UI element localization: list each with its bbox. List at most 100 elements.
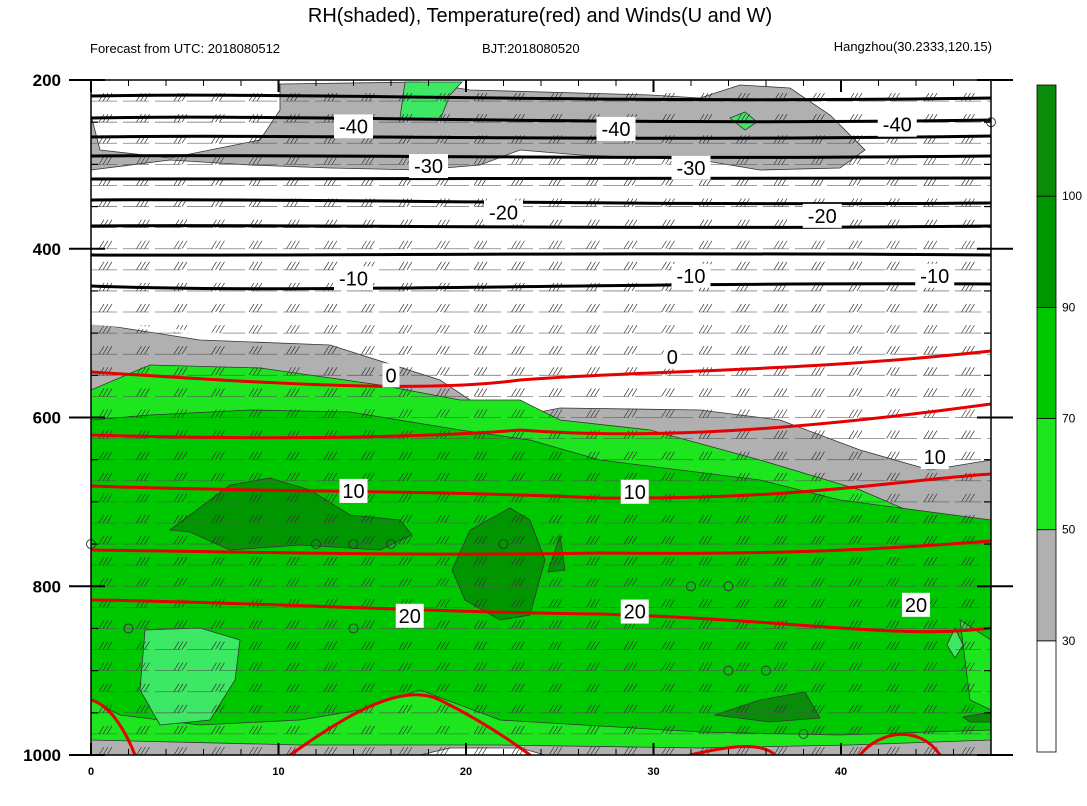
contour-minus30-b <box>91 176 991 181</box>
wind-barb <box>323 261 338 271</box>
wind-barb <box>511 388 525 397</box>
wind-barb <box>661 704 675 713</box>
wind-barb <box>436 388 450 397</box>
wind-barb <box>886 472 900 481</box>
wind-barb <box>436 746 450 755</box>
wind-barb <box>473 620 488 629</box>
wind-barb <box>361 451 375 460</box>
wind-barb <box>361 324 375 334</box>
wind-barb <box>398 409 413 418</box>
wind-barb <box>98 409 113 418</box>
wind-barb <box>398 514 413 524</box>
wind-barb <box>661 409 675 418</box>
wind-barb <box>586 514 600 524</box>
wind-barb <box>698 240 713 249</box>
bjt-time-label: BJT:2018080520 <box>482 41 580 56</box>
wind-barb <box>173 535 188 545</box>
wind-barb <box>586 324 600 334</box>
wind-barb <box>999 156 1012 164</box>
wind-barb <box>248 746 263 755</box>
contour-label-bg <box>915 263 955 288</box>
colorbar-segment <box>1036 84 1057 197</box>
calm-marker <box>386 539 396 550</box>
wind-barb <box>999 199 1012 207</box>
contour-label-bg <box>596 116 636 141</box>
wind-barb <box>999 325 1012 333</box>
wind-barb <box>999 705 1012 713</box>
wind-barb <box>661 472 675 481</box>
wind-barb <box>736 514 750 524</box>
calm-marker <box>123 623 134 634</box>
wind-barb <box>811 535 825 545</box>
wind-barb <box>511 620 525 629</box>
contour-label: -20 <box>808 206 837 228</box>
wind-barb <box>623 725 638 735</box>
wind-barb <box>473 662 488 671</box>
wind-barb <box>361 599 375 608</box>
wind-barb <box>398 240 413 249</box>
wind-barb <box>248 388 263 397</box>
wind-barb <box>999 283 1012 291</box>
wind-barb <box>436 409 450 418</box>
x-tick-label: 20 <box>460 766 472 778</box>
wind-barb <box>286 240 300 249</box>
wind-barb <box>736 725 750 735</box>
wind-barb <box>473 324 488 334</box>
contour-label: 10 <box>624 482 646 504</box>
wind-barb <box>923 725 938 735</box>
wind-barb <box>773 409 788 418</box>
wind-barb <box>473 725 488 735</box>
wind-barb <box>661 662 675 671</box>
contour-plus25 <box>91 598 991 634</box>
wind-barb <box>98 578 113 587</box>
wind-barb <box>511 472 525 481</box>
wind-barb <box>211 451 225 460</box>
wind-barb <box>923 240 938 249</box>
wind-barb <box>398 725 413 735</box>
wind-barb <box>136 451 150 460</box>
wind-barb <box>323 388 338 397</box>
wind-barb <box>923 303 938 313</box>
wind-barb <box>886 493 900 503</box>
wind-barb <box>173 451 188 460</box>
wind-barb <box>211 240 225 249</box>
wind-barb <box>173 367 188 376</box>
wind-barb <box>398 472 413 481</box>
wind-barb <box>136 156 150 165</box>
wind-barb <box>398 662 413 671</box>
wind-barb <box>211 514 225 524</box>
wind-barb <box>173 704 188 713</box>
wind-barb <box>548 472 563 481</box>
wind-barb <box>136 493 150 503</box>
wind-barb <box>736 704 750 713</box>
wind-barb <box>548 346 563 355</box>
wind-barb <box>548 451 563 460</box>
wind-barb <box>961 324 975 334</box>
wind-barb <box>436 367 450 376</box>
wind-barb <box>323 303 338 313</box>
wind-barb <box>211 662 225 671</box>
wind-barb <box>961 704 975 713</box>
colorbar-segment <box>1036 195 1057 308</box>
y-tick-label: 200 <box>33 71 61 90</box>
wind-barb <box>323 535 338 545</box>
wind-barb <box>961 725 975 735</box>
wind-barb <box>999 663 1012 671</box>
wind-barb <box>511 578 525 587</box>
wind-barb <box>773 346 788 355</box>
wind-barb <box>811 556 825 566</box>
wind-barb <box>548 704 563 713</box>
wind-barb <box>398 641 413 650</box>
wind-barb <box>586 683 600 692</box>
wind-barb <box>136 472 150 481</box>
wind-barb <box>886 746 900 755</box>
wind-barb <box>661 725 675 735</box>
wind-barb <box>548 620 563 629</box>
wind-barb <box>286 662 300 671</box>
wind-barb <box>548 746 563 755</box>
wind-barb <box>623 662 638 671</box>
wind-barb <box>623 535 638 545</box>
wind-barb <box>586 303 600 313</box>
wind-barb <box>586 662 600 671</box>
